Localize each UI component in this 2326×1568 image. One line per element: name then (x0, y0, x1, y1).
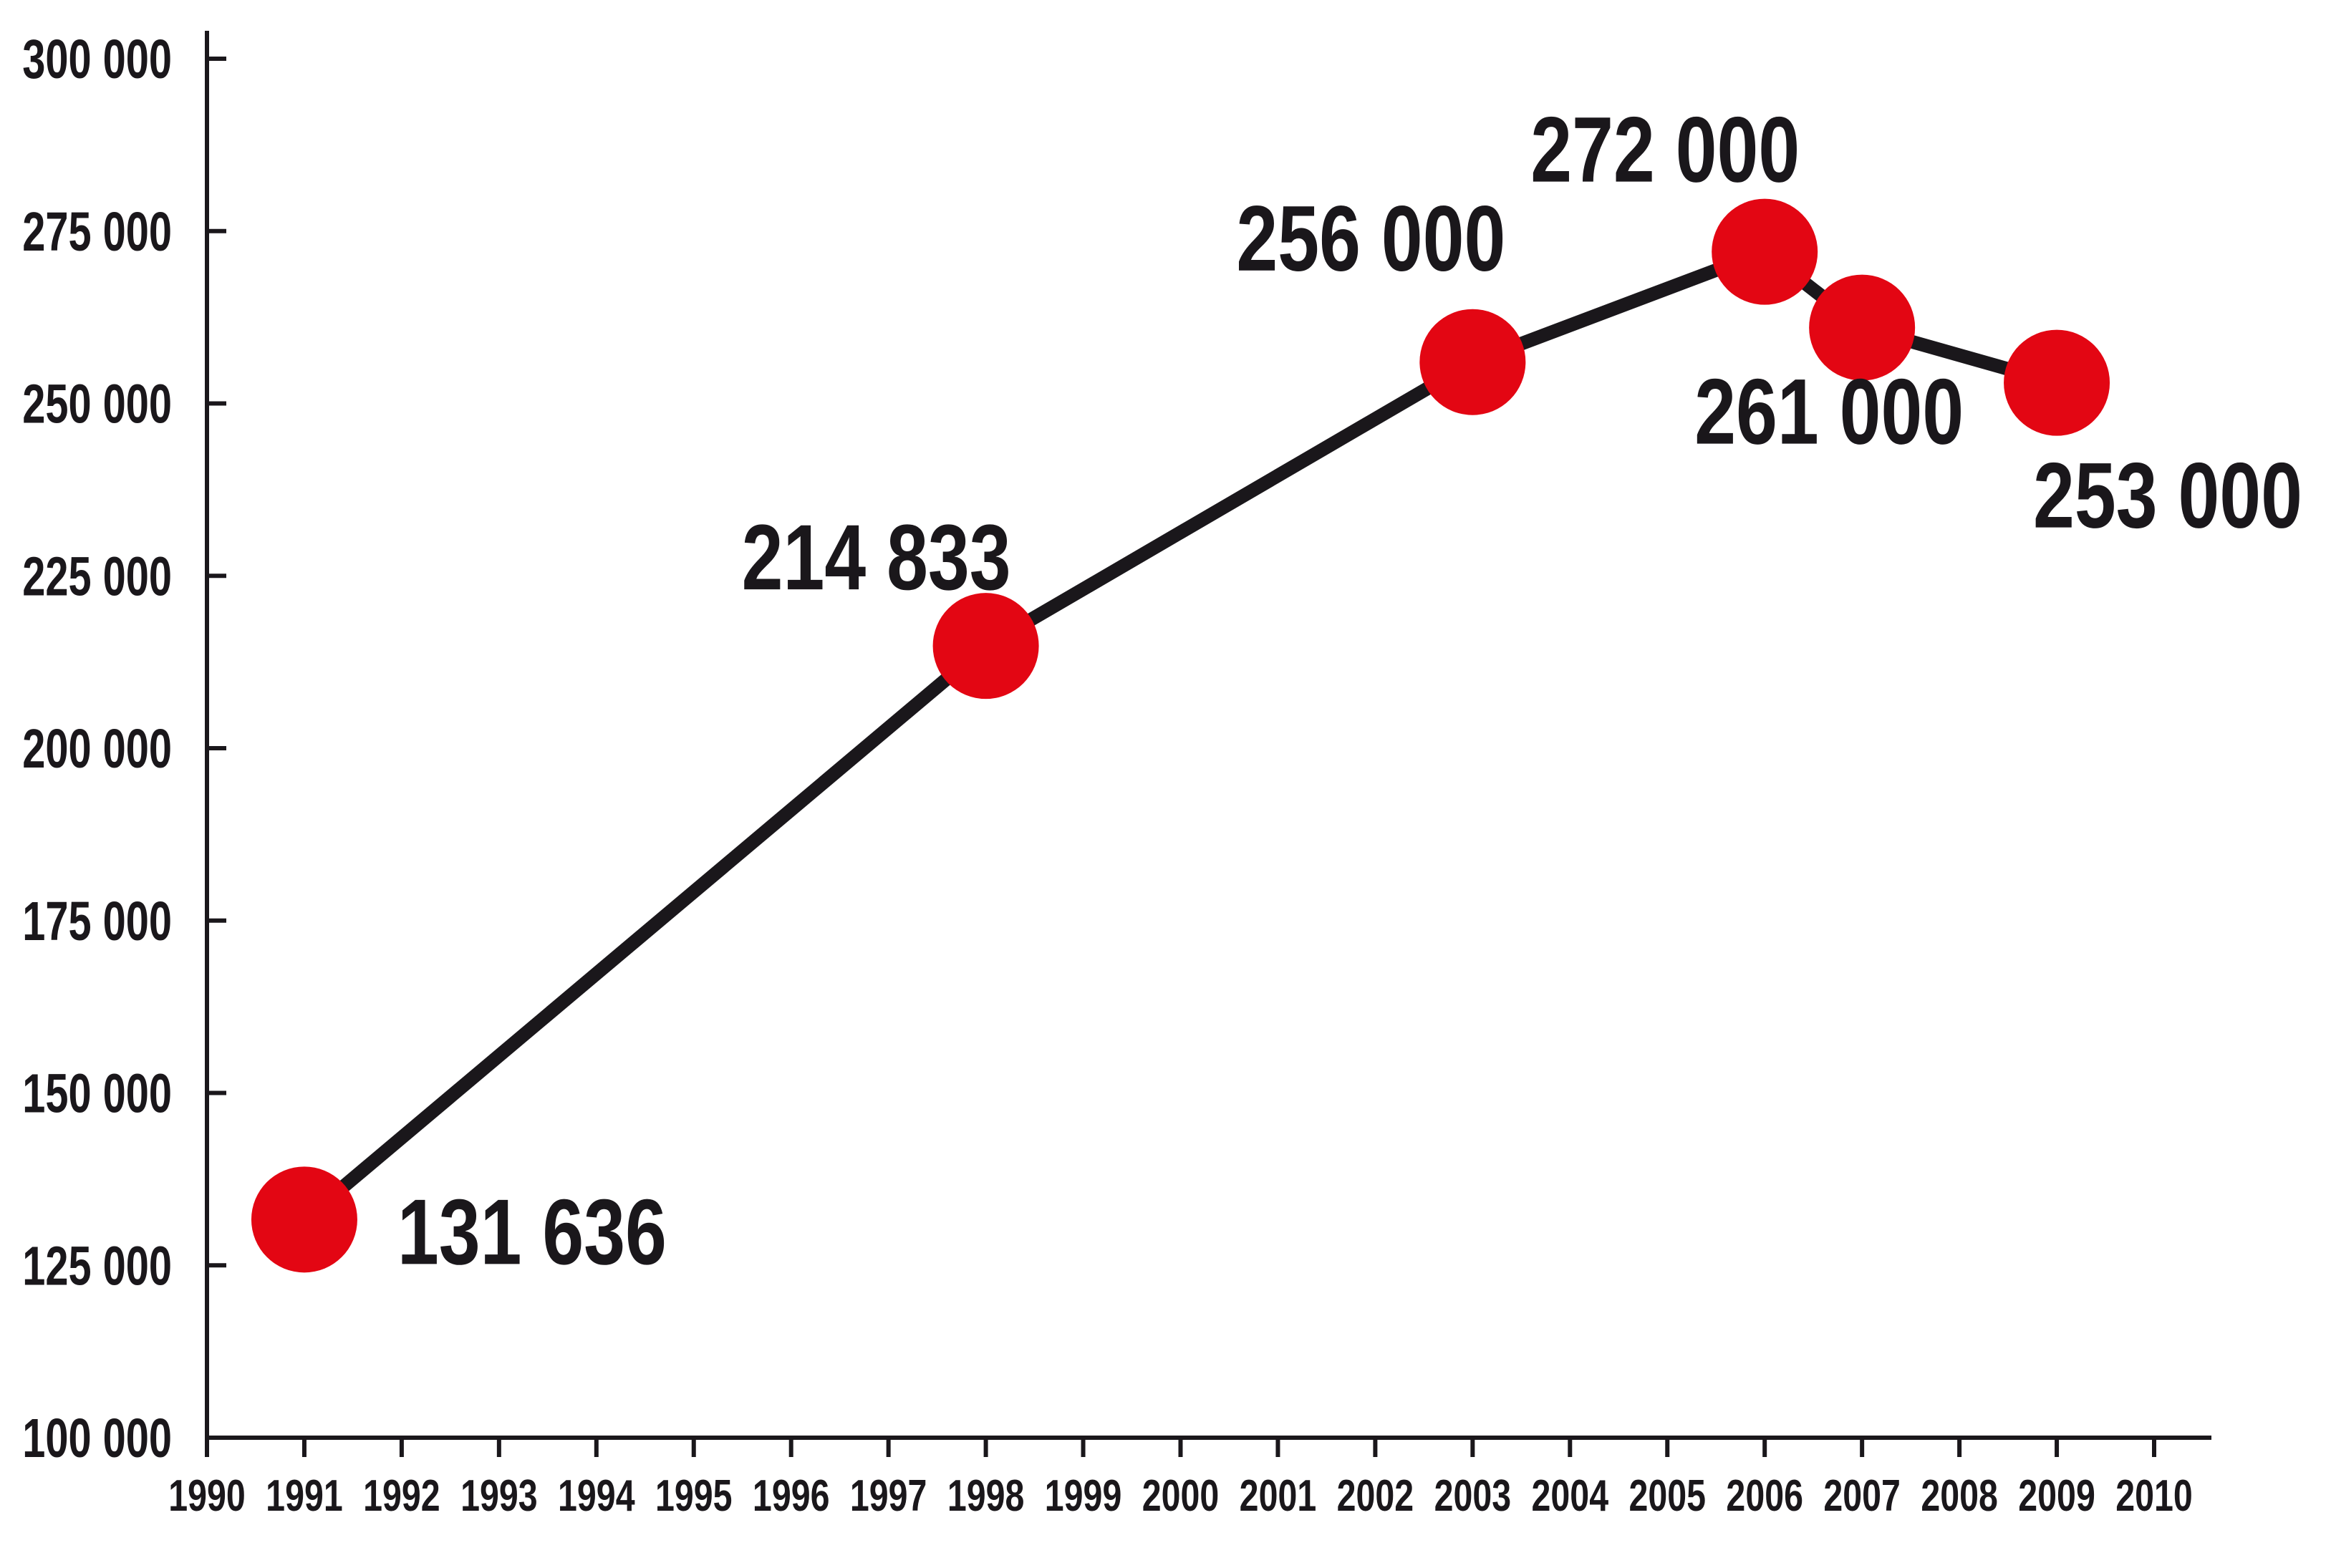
x-axis-tick-label: 2000 (1142, 1471, 1220, 1520)
y-axis-tick-label: 200 000 (22, 718, 172, 780)
data-point-label: 261 000 (1694, 359, 1964, 463)
data-point (251, 1166, 357, 1273)
y-axis-tick-label: 100 000 (22, 1408, 172, 1469)
data-point-label: 214 833 (742, 505, 1011, 609)
data-point (1809, 274, 1916, 381)
data-point-label: 253 000 (2033, 442, 2302, 547)
x-axis-tick-label: 1990 (168, 1471, 246, 1520)
data-point-label: 131 636 (397, 1179, 667, 1284)
x-axis-tick-label: 2008 (1921, 1471, 1998, 1520)
x-axis-tick-label: 2006 (1726, 1471, 1803, 1520)
y-axis-tick-label: 125 000 (22, 1235, 172, 1297)
x-axis-tick-label: 1996 (753, 1471, 830, 1520)
data-point-label: 256 000 (1236, 186, 1505, 291)
x-axis-tick-label: 2003 (1434, 1471, 1512, 1520)
data-point (1419, 309, 1526, 415)
x-axis-tick-label: 1993 (460, 1471, 538, 1520)
y-axis-tick-label: 225 000 (22, 546, 172, 607)
data-point (932, 593, 1039, 700)
x-axis-tick-label: 2005 (1628, 1471, 1706, 1520)
data-point-label: 272 000 (1530, 97, 1800, 201)
y-axis-tick-label: 175 000 (22, 891, 172, 952)
data-point (1712, 198, 1818, 305)
y-axis-tick-label: 250 000 (22, 373, 172, 435)
x-axis-tick-label: 1995 (655, 1471, 733, 1520)
x-axis-tick-label: 2004 (1532, 1471, 1609, 1520)
x-axis-tick-label: 2002 (1337, 1471, 1414, 1520)
x-axis-tick-label: 1991 (266, 1471, 343, 1520)
x-axis-tick-label: 1992 (363, 1471, 440, 1520)
y-axis-tick-label: 275 000 (22, 201, 172, 263)
x-axis-tick-label: 1994 (558, 1471, 635, 1520)
x-axis-tick-label: 1999 (1045, 1471, 1122, 1520)
x-axis-tick-label: 2001 (1240, 1471, 1317, 1520)
y-axis-tick-label: 150 000 (22, 1063, 172, 1124)
x-axis-tick-label: 2010 (2115, 1471, 2193, 1520)
x-axis-tick-label: 1998 (947, 1471, 1025, 1520)
x-axis-tick-label: 1997 (850, 1471, 927, 1520)
y-axis-tick-label: 300 000 (22, 29, 172, 90)
x-axis-tick-label: 2009 (2018, 1471, 2095, 1520)
x-axis-tick-label: 2007 (1823, 1471, 1901, 1520)
data-point (2004, 329, 2110, 436)
